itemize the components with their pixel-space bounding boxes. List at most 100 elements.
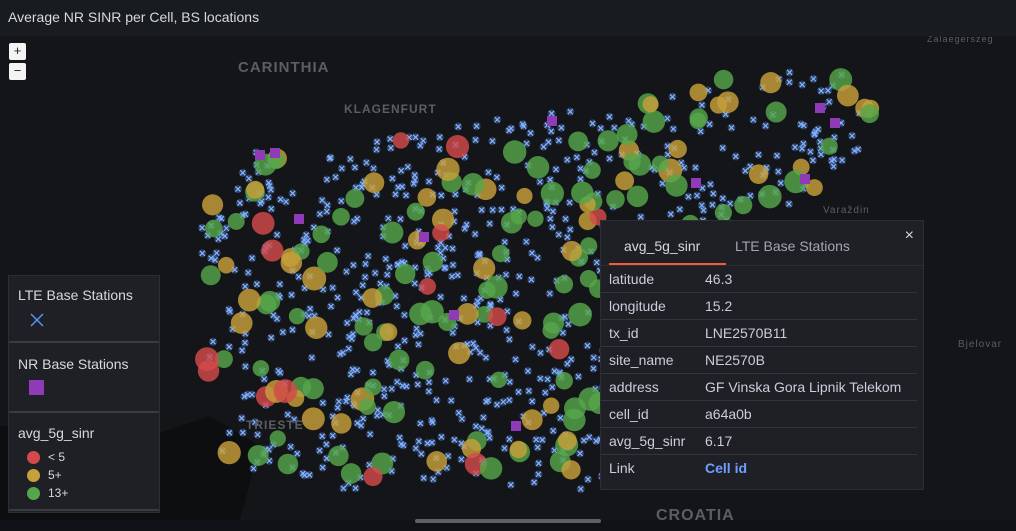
lte-station-marker (761, 121, 770, 130)
lte-station-marker (526, 129, 535, 138)
lte-station-marker (563, 233, 572, 242)
lte-station-marker (372, 145, 381, 154)
lte-station-marker (251, 418, 260, 427)
tooltip-row-avg-5g-sinr: avg_5g_sinr 6.17 (601, 428, 923, 455)
lte-station-marker (355, 308, 364, 317)
zoom-out-button[interactable]: − (9, 63, 26, 80)
sinr-cell-marker (642, 96, 659, 113)
lte-station-marker (523, 367, 532, 376)
lte-station-marker (328, 283, 337, 292)
lte-station-marker (592, 437, 601, 446)
lte-station-marker (798, 80, 807, 89)
row-value: a64a0b (705, 406, 752, 422)
close-icon[interactable]: × (904, 227, 914, 244)
lte-station-marker (238, 346, 247, 355)
lte-station-marker (351, 310, 360, 319)
lte-station-marker (325, 154, 334, 163)
panel-header: Average NR SINR per Cell, BS locations (0, 0, 1016, 37)
tab-lte-base-stations[interactable]: LTE Base Stations (735, 238, 850, 254)
sinr-cell-marker (543, 312, 565, 334)
sinr-cell-marker (215, 350, 233, 369)
lte-station-marker (437, 191, 446, 200)
lte-station-marker (237, 414, 246, 423)
lte-station-marker (381, 254, 390, 263)
lte-station-marker (583, 341, 592, 350)
tooltip-row-latitude: latitude 46.3 (601, 266, 923, 293)
sinr-cell-marker (362, 288, 383, 308)
lte-station-marker (663, 114, 672, 123)
lte-station-marker (533, 443, 542, 452)
lte-station-marker (275, 280, 284, 289)
lte-station-marker (557, 123, 566, 132)
lte-station-marker (272, 314, 281, 323)
sinr-cell-marker (331, 413, 352, 434)
lte-station-marker (485, 219, 494, 228)
sinr-cell-marker (571, 181, 594, 205)
sinr-cell-marker (555, 372, 573, 390)
sinr-cell-marker (406, 202, 425, 221)
zoom-in-button[interactable]: + (9, 43, 26, 60)
lte-station-marker (387, 384, 396, 393)
sinr-cell-marker (615, 171, 635, 191)
lte-station-marker (574, 372, 583, 381)
lte-station-marker (799, 121, 808, 130)
lte-station-marker (266, 185, 275, 194)
sinr-cell-marker (713, 69, 734, 90)
lte-station-marker (791, 143, 800, 152)
lte-station-marker (441, 376, 450, 385)
lte-station-marker (457, 455, 466, 464)
lte-station-marker (691, 163, 700, 172)
lte-station-marker (511, 355, 520, 364)
sinr-cell-marker (247, 444, 269, 466)
sinr-cell-marker (301, 407, 325, 431)
lte-station-marker (351, 484, 360, 493)
lte-station-marker (440, 263, 449, 272)
lte-station-marker (727, 123, 736, 132)
lte-station-marker (554, 230, 563, 239)
horizontal-scrollbar[interactable] (415, 519, 601, 523)
lte-station-marker (267, 204, 276, 213)
lte-station-marker (222, 224, 231, 233)
lte-station-marker (288, 325, 297, 334)
lte-station-marker (459, 294, 468, 303)
nr-station-marker (294, 214, 304, 224)
sinr-cell-marker (521, 409, 543, 431)
row-value: 15.2 (705, 298, 733, 314)
lte-station-marker (809, 74, 818, 83)
lte-station-marker (437, 432, 446, 441)
lte-station-marker (605, 154, 614, 163)
lte-station-marker (337, 197, 346, 206)
lte-station-marker (362, 158, 371, 167)
sinr-cell-marker (332, 207, 350, 226)
lte-station-marker (361, 273, 370, 282)
lte-station-marker (610, 123, 619, 132)
lte-station-marker (497, 183, 506, 192)
legend-entry: 13+ (27, 486, 68, 501)
lte-station-marker (731, 152, 740, 161)
sinr-cell-marker (251, 211, 275, 235)
lte-station-marker (288, 189, 297, 198)
lte-station-marker (372, 137, 381, 146)
lte-station-marker (428, 438, 437, 447)
lte-station-marker (567, 355, 576, 364)
lte-station-marker (315, 210, 324, 219)
legend-divider (9, 411, 159, 413)
sinr-mid-swatch (27, 469, 40, 483)
lte-station-marker (486, 300, 495, 309)
lte-station-marker (435, 145, 444, 154)
lte-station-marker (576, 485, 585, 494)
lte-station-marker (528, 342, 537, 351)
lte-station-marker (471, 343, 480, 352)
cell-id-link[interactable]: Cell id (705, 460, 748, 476)
nr-station-marker (511, 421, 521, 431)
row-key: address (609, 379, 659, 395)
sinr-low-swatch (27, 451, 40, 465)
lte-station-marker (267, 333, 276, 342)
sinr-cell-marker (579, 270, 598, 288)
lte-station-marker (532, 435, 541, 444)
lte-station-marker (588, 119, 597, 128)
sinr-cell-marker (568, 302, 592, 327)
place-label: CROATIA (656, 507, 735, 520)
lte-station-marker (241, 362, 250, 371)
tab-avg-5g-sinr[interactable]: avg_5g_sinr (624, 238, 701, 254)
